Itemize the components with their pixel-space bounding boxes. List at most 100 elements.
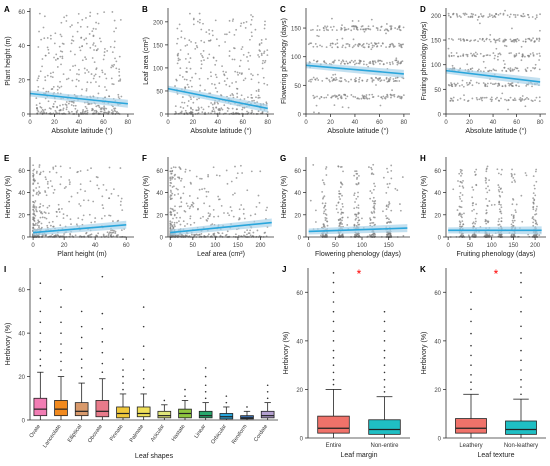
- data-point: [471, 97, 474, 100]
- data-point: [524, 98, 527, 100]
- data-point: [46, 74, 49, 77]
- data-point: [538, 59, 541, 61]
- data-point: [520, 45, 523, 48]
- data-point: [310, 29, 312, 32]
- box-body: [368, 419, 401, 435]
- data-point: [534, 222, 537, 225]
- data-point: [207, 174, 210, 176]
- data-point: [390, 169, 393, 172]
- box-body: [95, 400, 110, 418]
- data-point: [507, 99, 510, 102]
- data-point: [497, 13, 500, 16]
- data-point: [498, 40, 501, 42]
- data-point: [492, 52, 495, 54]
- data-point: [55, 215, 58, 218]
- data-point: [344, 97, 347, 100]
- box-0: [455, 291, 487, 438]
- data-point: [225, 33, 228, 36]
- data-point: [208, 32, 211, 35]
- data-point: [534, 194, 537, 197]
- data-point: [514, 99, 517, 102]
- data-point: [513, 68, 516, 71]
- data-point: [212, 106, 215, 109]
- box-body: [136, 406, 151, 418]
- data-point: [340, 208, 342, 211]
- data-point: [195, 175, 198, 178]
- data-point: [185, 111, 188, 114]
- data-point: [534, 66, 537, 69]
- data-point: [247, 96, 249, 99]
- data-point: [218, 44, 221, 47]
- data-point: [103, 51, 106, 53]
- data-point: [76, 109, 79, 112]
- data-point: [532, 205, 535, 208]
- data-point: [95, 110, 98, 113]
- data-point: [390, 221, 392, 224]
- data-point: [461, 172, 463, 175]
- outlier-point: [470, 354, 472, 357]
- data-point: [189, 57, 192, 59]
- data-point: [353, 78, 356, 81]
- data-point: [322, 212, 325, 215]
- data-point: [215, 38, 218, 41]
- data-point: [497, 38, 499, 41]
- outlier-point: [266, 397, 269, 400]
- data-point: [241, 46, 244, 48]
- data-point: [38, 210, 41, 212]
- outlier-point: [142, 369, 145, 371]
- data-point: [387, 204, 390, 206]
- x-tick-label: 40: [352, 120, 359, 126]
- data-point: [485, 187, 487, 190]
- data-point: [369, 197, 372, 200]
- data-point: [389, 43, 392, 46]
- data-point: [538, 234, 541, 236]
- data-point: [341, 216, 344, 219]
- data-point: [485, 168, 488, 171]
- data-point: [96, 176, 99, 179]
- data-point: [509, 68, 511, 71]
- data-point: [197, 109, 200, 112]
- data-point: [515, 84, 518, 87]
- outlier-point: [39, 310, 42, 313]
- x-tick-label: 150: [233, 243, 244, 249]
- data-point: [509, 13, 512, 16]
- data-point: [226, 77, 229, 80]
- data-point: [344, 62, 346, 65]
- outlier-point: [142, 377, 145, 380]
- data-point: [353, 45, 355, 47]
- data-point: [372, 173, 375, 176]
- scatter-points: [307, 17, 405, 114]
- data-point: [355, 217, 358, 220]
- data-point: [514, 209, 517, 211]
- data-point: [234, 70, 237, 73]
- data-point: [523, 15, 526, 18]
- data-point: [44, 176, 47, 179]
- data-point: [538, 40, 540, 42]
- data-point: [337, 219, 340, 222]
- data-point: [256, 73, 259, 76]
- data-point: [43, 15, 46, 18]
- data-point: [32, 226, 35, 229]
- data-point: [512, 221, 515, 224]
- data-point: [55, 211, 58, 213]
- data-point: [169, 181, 172, 184]
- data-point: [368, 43, 370, 46]
- data-point: [34, 179, 37, 182]
- data-point: [196, 197, 199, 200]
- data-point: [456, 15, 459, 18]
- category-label: Palmate: [129, 424, 145, 444]
- outlier-point: [225, 401, 228, 404]
- data-point: [347, 106, 350, 109]
- data-point: [356, 176, 359, 179]
- data-point: [32, 205, 35, 208]
- data-point: [475, 55, 477, 58]
- data-point: [477, 16, 480, 19]
- data-point: [332, 42, 334, 45]
- data-point: [350, 59, 353, 62]
- data-point: [232, 18, 235, 21]
- y-tick-label: 0: [438, 437, 442, 443]
- x-axis-label: Leaf shapes: [135, 453, 174, 460]
- data-point: [250, 112, 253, 115]
- data-point: [470, 12, 473, 15]
- data-point: [108, 95, 110, 98]
